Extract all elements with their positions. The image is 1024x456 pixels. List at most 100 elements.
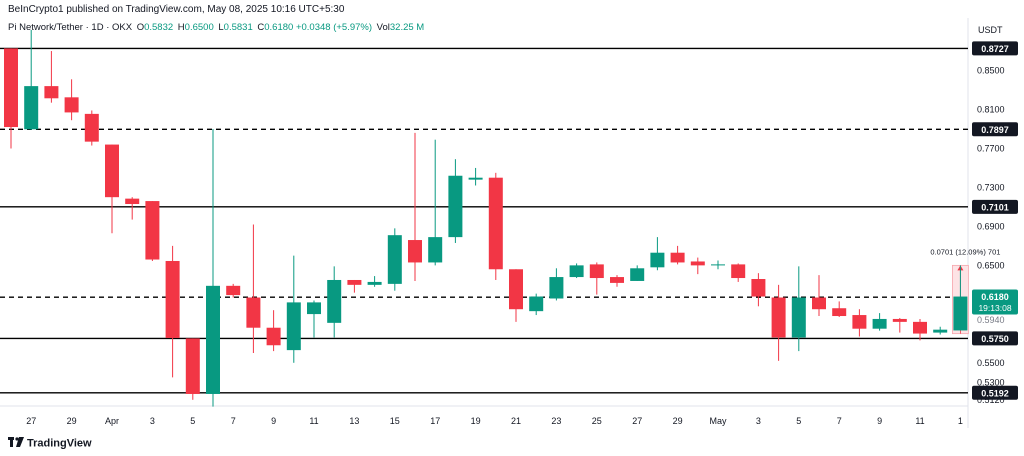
x-tick-label: 7	[837, 416, 842, 426]
candle-body	[872, 318, 887, 329]
symbol-name[interactable]: Pi Network/Tether · 1D · OKX	[8, 22, 133, 33]
y-tick-label: 0.5120	[977, 395, 1005, 405]
candle-body	[892, 318, 907, 322]
x-tick-label: 19	[471, 416, 481, 426]
volume-label: Vol	[376, 22, 390, 33]
y-tick-label: 0.5500	[977, 358, 1005, 368]
candle-body	[771, 297, 786, 338]
candle-body	[307, 302, 321, 315]
level-label: 0.8727	[981, 44, 1009, 54]
candle-body	[488, 177, 503, 270]
x-tick-label: 3	[150, 416, 155, 426]
candle-body	[165, 260, 180, 338]
current-price-label: 0.6180	[981, 292, 1009, 302]
candle-body	[549, 277, 564, 299]
y-tick-label: 0.7700	[977, 143, 1005, 153]
candle-body	[105, 144, 119, 198]
candles-layer	[4, 30, 968, 407]
candle-body	[286, 302, 301, 351]
x-tick-label: 27	[26, 416, 36, 426]
level-label-bg	[972, 331, 1018, 346]
y-tick-label: 0.6900	[977, 221, 1005, 231]
candle-body	[327, 279, 342, 323]
candle-body	[428, 237, 443, 263]
low-value: 0.5831	[223, 22, 253, 33]
candle-body	[448, 175, 463, 238]
open-label: O	[136, 22, 145, 33]
tradingview-logo-icon	[8, 437, 24, 450]
x-tick-label: May	[709, 416, 727, 426]
x-tick-label: 23	[551, 416, 561, 426]
x-tick-label: 29	[67, 416, 77, 426]
x-tick-label: 9	[271, 416, 276, 426]
x-tick-label: 13	[349, 416, 359, 426]
candle-body	[832, 308, 847, 317]
x-tick-label: 15	[390, 416, 400, 426]
x-tick-label: 1	[958, 416, 963, 426]
close-label: C	[257, 22, 265, 33]
candle-body	[670, 252, 685, 263]
candle-body	[509, 269, 523, 310]
level-label-bg	[972, 199, 1018, 214]
candle-body	[24, 86, 39, 130]
candle-body	[711, 264, 725, 266]
x-tick-label: 17	[430, 416, 440, 426]
x-tick-label: 29	[673, 416, 683, 426]
x-tick-label: 27	[632, 416, 642, 426]
volume-value: 32.25 M	[389, 22, 425, 33]
candle-body	[266, 327, 281, 346]
low-label: L	[218, 22, 224, 33]
level-label: 0.7897	[981, 125, 1009, 135]
y-tick-label: 0.8500	[977, 66, 1005, 76]
candle-body	[812, 297, 826, 310]
candle-body	[226, 285, 241, 296]
candle-body	[185, 338, 200, 394]
candle-body	[791, 297, 806, 338]
candle-body	[751, 279, 766, 297]
candle-body	[953, 296, 968, 331]
candle-body	[650, 252, 665, 268]
candle-body	[933, 329, 948, 333]
measure-label: 0.0701 (12.09%) 701	[930, 247, 1000, 256]
close-value: 0.6180	[264, 22, 294, 33]
candle-body	[913, 321, 927, 334]
y-tick-label: 0.7300	[977, 182, 1005, 192]
x-tick-label: Apr	[105, 416, 119, 426]
candle-body	[206, 285, 220, 394]
open-value: 0.5832	[144, 22, 174, 33]
level-label-bg	[972, 41, 1018, 56]
x-tick-label: 5	[796, 416, 801, 426]
symbol-legend: Pi Network/Tether · 1D · OKX O0.5832 H0.…	[8, 22, 424, 33]
y-tick-label: 0.6500	[977, 260, 1005, 270]
candle-body	[529, 296, 544, 312]
y-tick-label: 0.8100	[977, 104, 1005, 114]
candle-body	[630, 268, 645, 281]
candle-body	[84, 113, 99, 142]
tradingview-brand: TradingView	[27, 437, 92, 450]
candle-body	[852, 315, 867, 329]
level-label: 0.5192	[981, 388, 1009, 398]
change-value: +0.0348 (+5.97%)	[295, 22, 373, 33]
candle-body	[246, 297, 261, 328]
x-tick-label: 21	[511, 416, 521, 426]
candle-body	[731, 264, 746, 279]
levels-layer	[0, 47, 968, 394]
candle-body	[387, 235, 402, 284]
candle-body	[690, 261, 705, 266]
level-label: 0.7101	[981, 202, 1009, 212]
candle-body	[347, 279, 362, 285]
high-label: H	[177, 22, 185, 33]
x-tick-label: 11	[309, 416, 318, 426]
level-label-bg	[972, 122, 1018, 137]
candle-body	[408, 240, 422, 263]
x-tick-label: 5	[190, 416, 195, 426]
axes-layer: 0.8500 0.8100 0.7700 0.7300 0.6900 0.6500 0.55…	[0, 18, 1005, 428]
high-value: 0.6500	[184, 22, 214, 33]
y-tick-label: 0.5300	[977, 377, 1005, 387]
candle-body	[145, 201, 160, 260]
level-label: 0.5750	[981, 334, 1009, 344]
candle-body	[468, 177, 483, 180]
currency-label[interactable]: USDT	[978, 25, 1003, 35]
tradingview-footer[interactable]: TradingView	[8, 437, 92, 450]
